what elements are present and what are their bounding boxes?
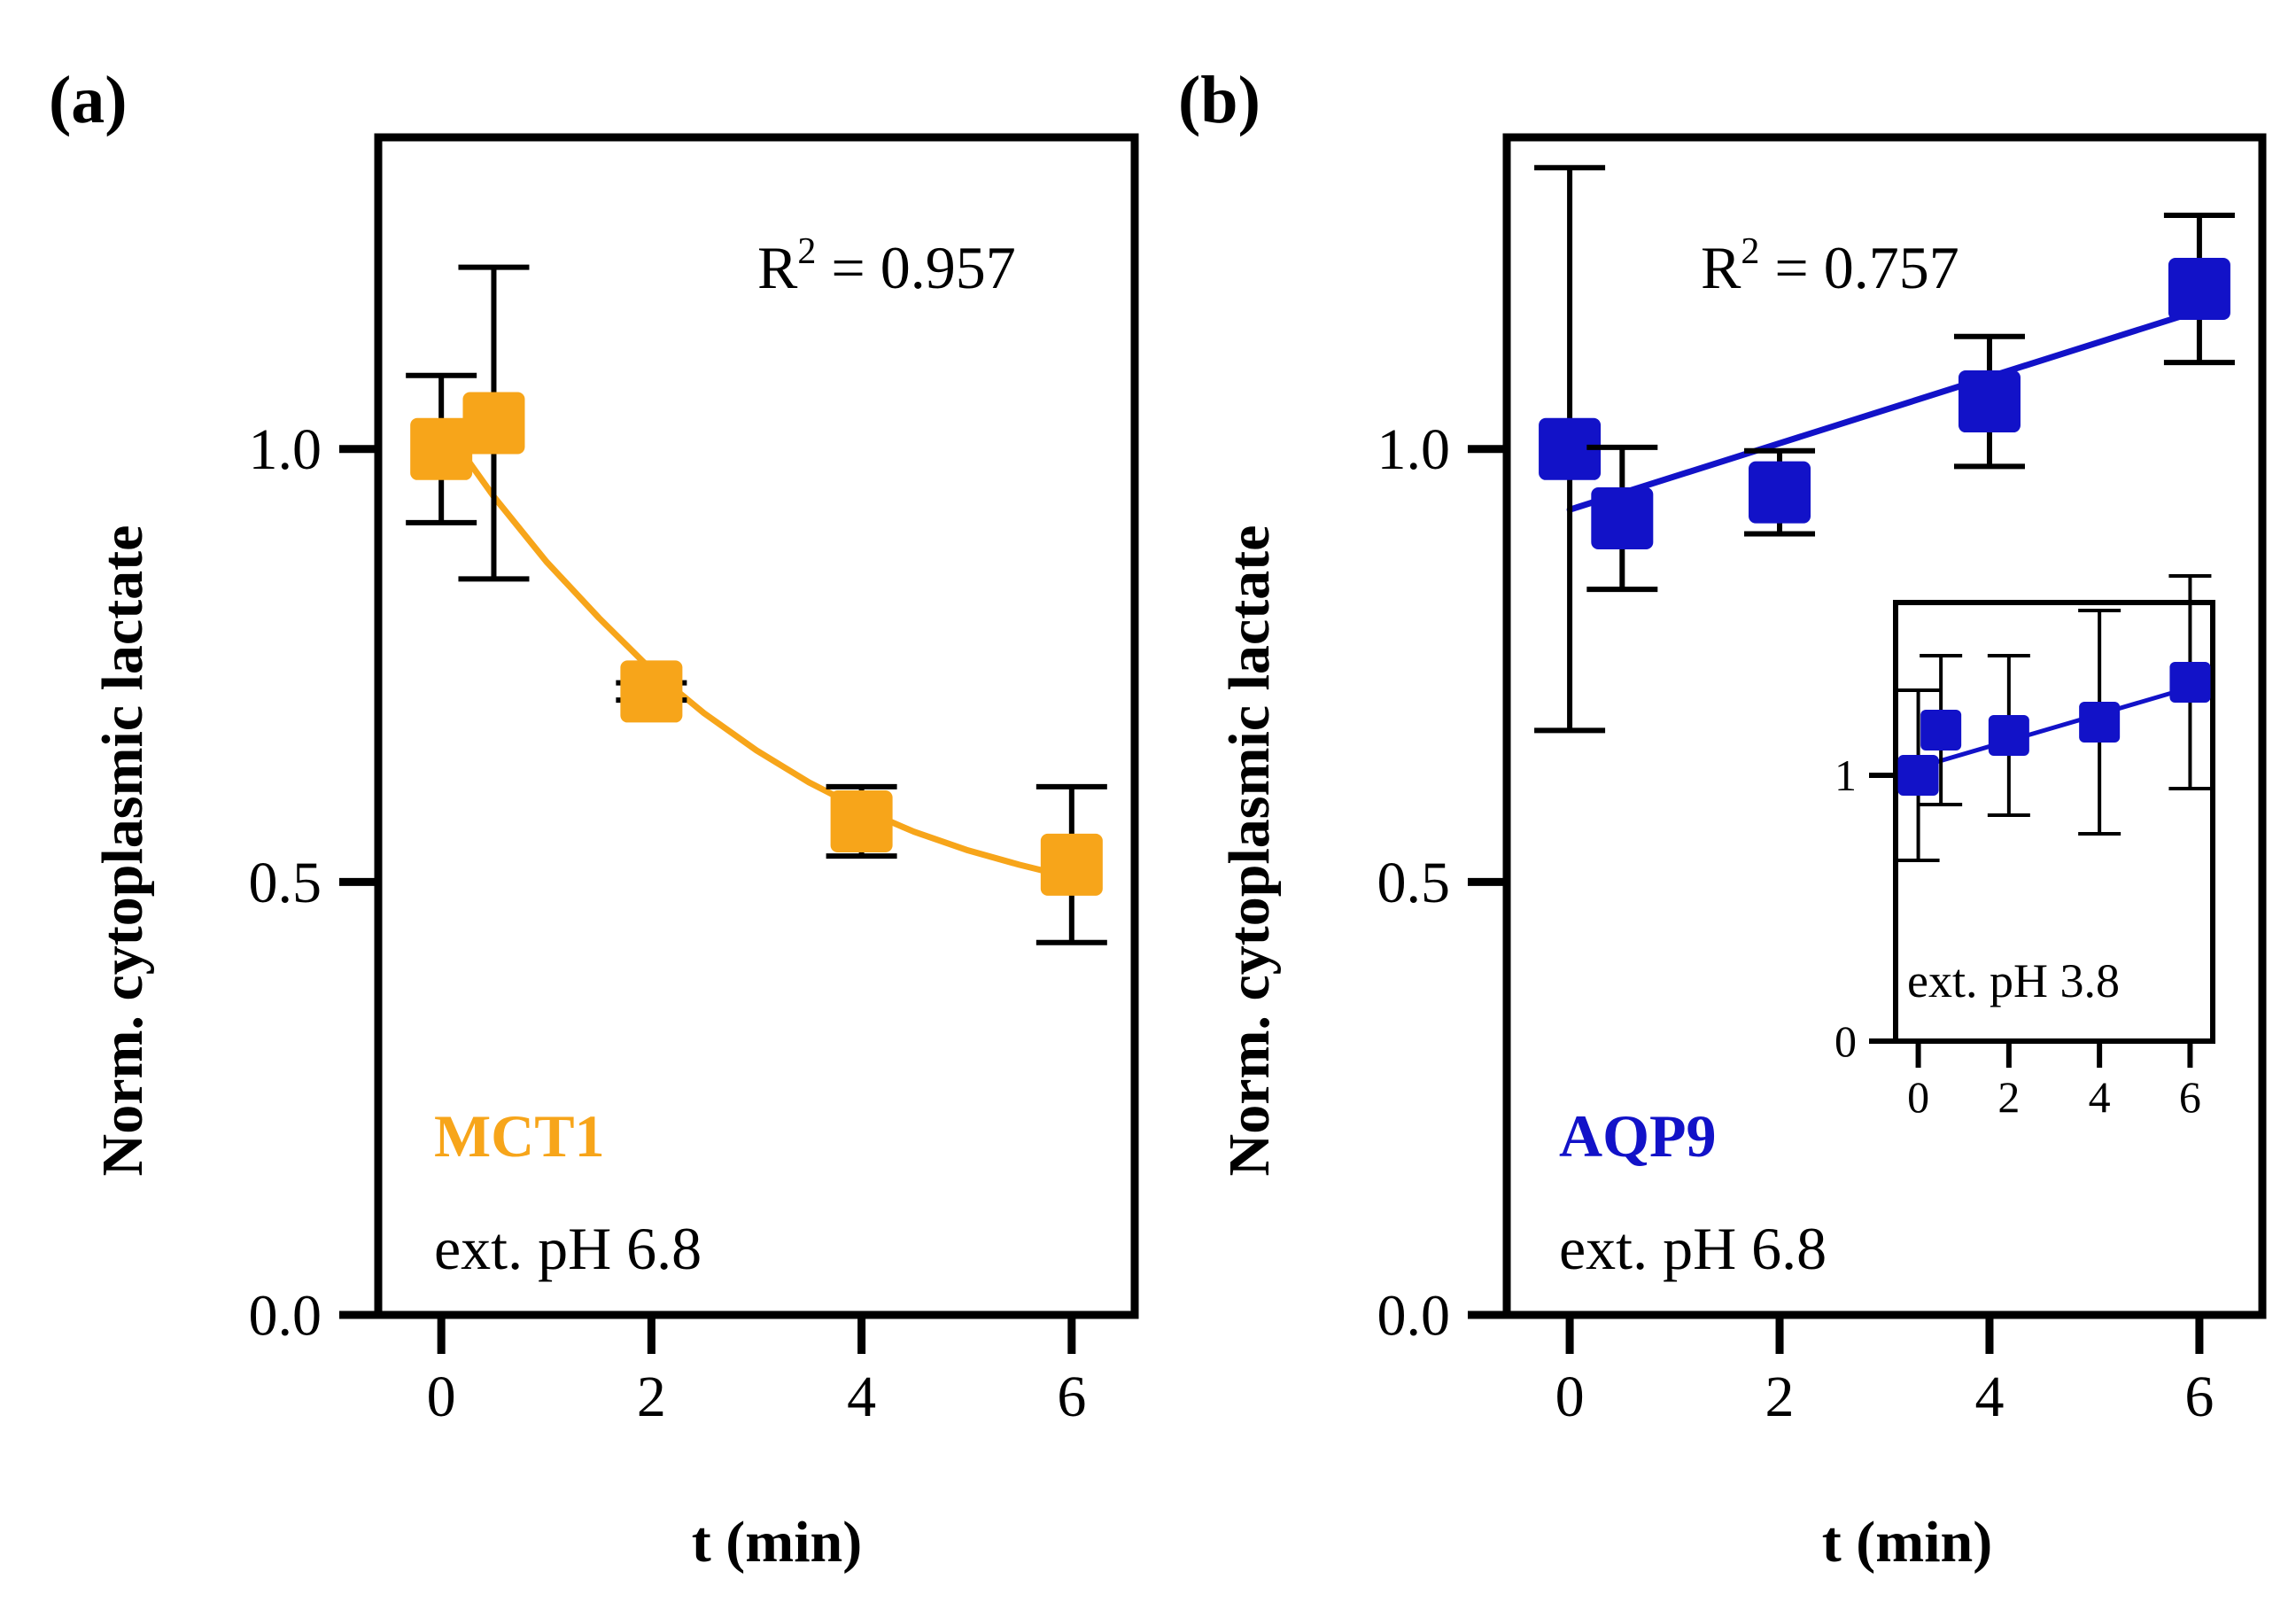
panel-b-plot-frame [1502,133,2267,1319]
panel-a-plot-frame [374,133,1139,1319]
panel-a-x-tick-label-4: 4 [847,1365,876,1429]
panel-b-y-tick-label-1.0: 1.0 [1377,417,1451,482]
inset-fit-line [1916,685,2192,770]
inset-x-tick-label-2: 2 [1997,1072,2020,1122]
panel-a-fit-line [438,420,1075,881]
panel-b-inset: ext. pH 3.8 0 2 4 6 0 1 [1834,574,2215,1122]
panel-a-x-tick-label-0: 0 [427,1365,456,1429]
inset-data-point-0 [1897,755,1939,796]
inset-condition-label: ext. pH 3.8 [1907,954,2120,1007]
panel-a-y-tick-label-0.0: 0.0 [249,1283,322,1348]
panel-b-condition-label: ext. pH 6.8 [1559,1215,1827,1282]
panel-b-x-tick-label-2: 2 [1765,1365,1795,1429]
inset-data-point-4 [2169,662,2211,703]
panel-a-condition-label: ext. pH 6.8 [434,1215,702,1282]
panel-b: (b) Norm. cytoplasmic lactate t (min) R2… [1178,63,2267,1575]
panel-a-data-point-1 [462,392,525,455]
panel-b-fit-line [1566,307,2203,513]
inset-y-tick-label-0: 0 [1834,1016,1857,1066]
panel-b-x-tick-label-4: 4 [1974,1365,2004,1429]
panel-a-x-tick-label-6: 6 [1057,1365,1086,1429]
inset-data-point-1 [1920,710,1962,750]
panel-a: (a) Norm. cytoplasmic lactate t (min) R2… [49,63,1139,1575]
panel-b-x-tick-label-6: 6 [2184,1365,2214,1429]
panel-a-r-squared: R2 = 0.957 [757,231,1016,301]
panel-a-y-axis-label: Norm. cytoplasmic lactate [90,525,155,1177]
inset-plot-frame [1893,600,2215,1044]
panel-b-series-label: AQP9 [1559,1102,1717,1170]
panel-b-data-point-0 [1539,417,1602,480]
panel-a-y-tick-label-1.0: 1.0 [249,417,322,482]
panel-b-data-point-3 [1958,370,2021,433]
panel-a-x-tick-label-2: 2 [637,1365,666,1429]
panel-b-y-axis-label: Norm. cytoplasmic lactate [1217,525,1282,1177]
panel-b-y-tick-label-0.0: 0.0 [1377,1283,1451,1348]
inset-data-point-3 [2079,702,2121,743]
panel-b-x-axis-label: t (min) [1822,1510,1992,1575]
panel-b-y-tick-label-0.5: 0.5 [1377,851,1451,915]
panel-a-data-point-0 [410,417,473,480]
panel-b-data-point-4 [2168,258,2230,321]
panel-b-x-tick-label-0: 0 [1555,1365,1585,1429]
inset-x-tick-label-0: 0 [1907,1072,1929,1122]
panel-b-r-squared: R2 = 0.757 [1701,231,1959,301]
panel-a-y-tick-label-0.5: 0.5 [249,851,322,915]
panel-b-label: (b) [1178,63,1260,137]
panel-b-data-point-2 [1749,461,1811,524]
panel-a-data-point-3 [830,789,893,852]
panel-b-data-point-1 [1591,486,1654,549]
panel-a-label: (a) [49,63,128,137]
inset-y-tick-label-1: 1 [1834,750,1857,800]
panel-a-data-point-4 [1040,833,1103,896]
inset-x-tick-label-6: 6 [2179,1072,2201,1122]
panel-a-data-point-2 [620,660,683,723]
panel-a-x-axis-label: t (min) [692,1510,862,1575]
inset-data-point-2 [1988,715,2029,756]
panel-a-series-label: MCT1 [434,1102,605,1170]
inset-x-tick-label-4: 4 [2089,1072,2111,1122]
